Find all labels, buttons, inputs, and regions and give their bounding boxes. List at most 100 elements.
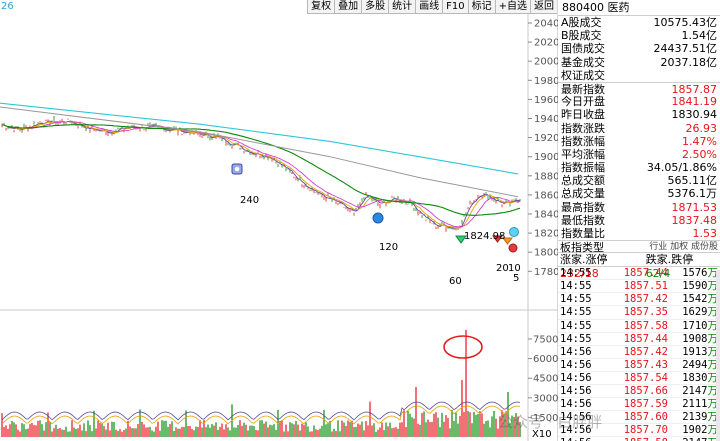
price-tick-label: 1980 (534, 76, 558, 87)
stat-key: 总成交额 (561, 174, 605, 188)
stat-row: 最高指数 1871.53 (558, 201, 720, 214)
tick-price: 1857.44 (623, 267, 668, 280)
tick-price: 1857.54 (623, 371, 668, 384)
stat-row: B股成交 1.54亿 (558, 29, 720, 42)
blue-orb-icon[interactable] (372, 212, 384, 224)
stat-row: 昨日收盘 1830.94 (558, 108, 720, 121)
red-gem-icon[interactable] (492, 235, 503, 243)
tick-time: 14:56 (558, 437, 604, 441)
tick-time: 14:55 (560, 293, 592, 306)
price-tick-label: 1880 (534, 171, 558, 182)
stat-value: 1.47% (682, 134, 717, 148)
add-watchlist-button[interactable]: +自选 (494, 0, 530, 14)
stat-value: 10575.43亿 (653, 16, 718, 29)
shield-marker-icon[interactable] (231, 163, 243, 175)
ma20-line (2, 120, 521, 228)
volume-averages (1, 401, 521, 425)
tick-time: 14:56 (560, 398, 592, 411)
tick-volume: 1590万 (682, 280, 718, 293)
tick-time: 14:55 (560, 319, 592, 332)
volume-bars (1, 329, 521, 437)
ma10-line (2, 120, 521, 229)
ma240-label: 240 (240, 195, 259, 206)
tick-row: 14:56 1857.66 2147万 (558, 385, 720, 399)
volume-tick-label: 15000 (533, 413, 558, 424)
stat-value: 34.05/1.86% (646, 161, 717, 175)
price-tick-label: 1920 (534, 133, 558, 144)
stat-row: 国债成交 24437.51亿 (558, 42, 720, 55)
volume-tick-label: 45000 (533, 374, 558, 385)
tick-price: 1857.70 (623, 424, 668, 437)
price-tick-label: 2020 (534, 38, 558, 49)
stat-key: 平均涨幅 (561, 147, 605, 161)
stat-value: 2.50% (682, 147, 717, 161)
stat-value: 1.54亿 (681, 29, 718, 43)
ma60-label: 60 (449, 276, 462, 287)
stat-value: 1857.87 (671, 82, 718, 96)
stat-key: 基金成交 (561, 55, 605, 69)
stat-row: A股成交 10575.43亿 (558, 16, 720, 29)
stat-key: 指数涨幅 (561, 134, 605, 148)
tick-volume: 1902万 (682, 424, 718, 437)
tick-volume: 2147万 (682, 385, 718, 398)
candlesticks (1, 116, 521, 232)
volume-tick-label: 75000 (533, 335, 558, 346)
info-panel: 880400 医药 A股成交 10575.43亿 B股成交 1.54亿 国债成交 2443… (558, 0, 720, 441)
tick-scrollbar[interactable] (716, 270, 720, 441)
overlay-button[interactable]: 叠加 (334, 0, 362, 14)
tick-list[interactable]: 14:55 1857.44 1576万 14:55 1857.51 1590万 14:55 1… (558, 267, 720, 441)
stat-row: 最低指数 1837.48 (558, 214, 720, 227)
red-orb-icon[interactable] (508, 243, 518, 253)
tick-price: 1857.58 (623, 319, 668, 332)
stat-key: 昨日收盘 (561, 108, 605, 122)
tick-price: 1857.66 (623, 385, 668, 398)
cyan-orb-icon[interactable] (509, 227, 519, 237)
advance-label: 涨家.涨停 (560, 253, 608, 267)
tick-volume: 2147万 (668, 437, 720, 441)
statistics-button[interactable]: 统计 (388, 0, 416, 14)
tick-time: 14:55 (560, 306, 592, 319)
tick-volume: 1710万 (682, 319, 718, 332)
restore-rights-button[interactable]: 复权 (307, 0, 335, 14)
stat-value: 2037.18亿 (660, 55, 718, 69)
stat-row: 指数量比 1.53 (558, 227, 720, 240)
tick-row: 14:56 1857.54 1830万 (558, 371, 720, 386)
ma10-label: 10 (508, 263, 521, 274)
stat-row: 基金成交 2037.18亿 (558, 56, 720, 69)
tick-volume: 2494万 (682, 358, 718, 371)
watermark: 公众号 · 白胖胖 (498, 413, 603, 431)
tick-row: 14:56 1857.60 2139万 (558, 411, 720, 425)
price-tick-label: 1840 (534, 210, 558, 221)
board-type-links[interactable]: 行业 加权 成份股 (649, 242, 718, 253)
multi-stock-button[interactable]: 多股 (361, 0, 389, 14)
stat-row: 指数振幅 34.05/1.86% (558, 161, 720, 174)
stat-row: 指数涨幅 1.47% (558, 135, 720, 148)
stat-value: 1.53 (692, 227, 718, 240)
back-button[interactable]: 返回 (530, 0, 557, 14)
tick-price: 1857.43 (623, 358, 668, 371)
stat-key: 最低指数 (561, 213, 605, 227)
index-stats: A股成交 10575.43亿 B股成交 1.54亿 国债成交 24437.51亿基金成交 2… (558, 16, 720, 240)
board-type-label: 板指类型 (560, 241, 604, 255)
orange-gem-icon[interactable] (502, 237, 513, 245)
mark-button[interactable]: 标记 (467, 0, 495, 14)
tick-time: 14:55 (560, 280, 592, 293)
stat-key: 指数量比 (561, 227, 605, 240)
stat-value: 24437.51亿 (653, 42, 718, 56)
tick-row: 14:55 1857.44 1576万 (558, 267, 720, 281)
f10-button[interactable]: F10 (442, 0, 468, 14)
draw-line-button[interactable]: 画线 (415, 0, 443, 14)
price-tick-label: 1900 (534, 152, 558, 163)
stat-row: 平均涨幅 2.50% (558, 148, 720, 161)
stat-row: 权证成交 (558, 69, 720, 82)
price-tick-label: 1800 (534, 248, 558, 259)
price-chart[interactable]: 2040 2020 2000 1980 1960 1940 1920 1900 1880 1860… (0, 0, 558, 441)
ma5-line (2, 120, 521, 229)
stat-row: 总成交量 5376.1万 (558, 187, 720, 200)
price-tick-label: 1860 (534, 190, 558, 201)
stat-key: A股成交 (561, 16, 602, 29)
low-price-label: 1824.98 (464, 231, 505, 242)
stat-key: 国债成交 (561, 42, 605, 56)
green-gem-icon[interactable] (455, 235, 467, 244)
chart-area[interactable]: 26 复权 叠加 多股 统计 画线 F10 标记 +自选 返回 2040 2020… (0, 0, 558, 441)
